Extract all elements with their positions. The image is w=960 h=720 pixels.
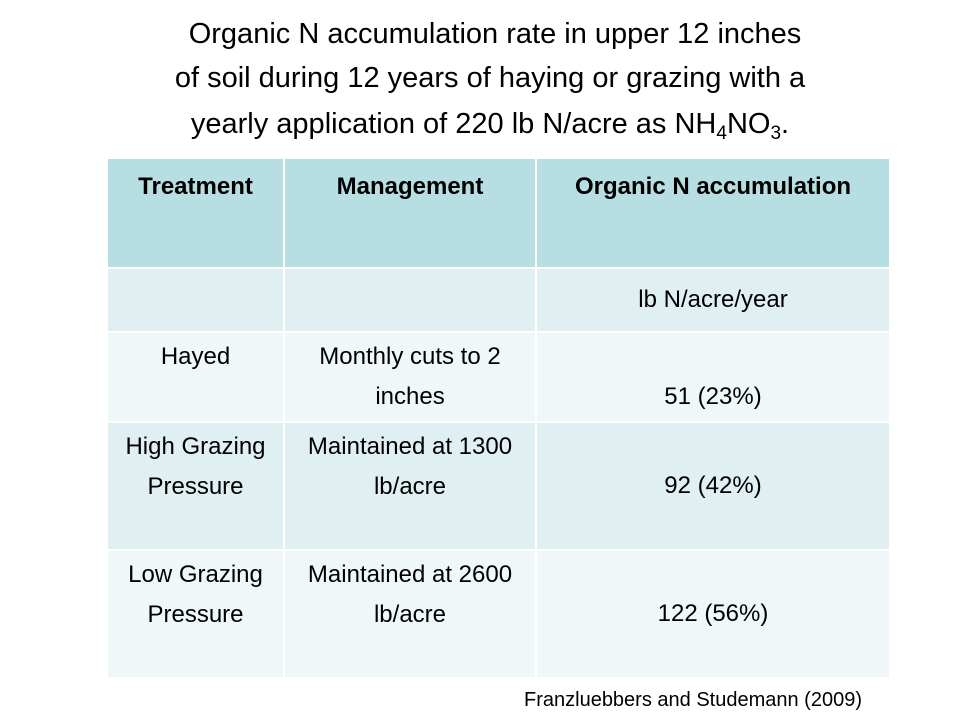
accumulation-cell: 92 (42%) — [536, 422, 891, 551]
header-organic-n: Organic N accumulation — [536, 159, 891, 269]
table-header-row: Treatment Management Organic N accumulat… — [108, 159, 891, 269]
table-row: Low Grazing Pressure Maintained at 2600 … — [108, 550, 891, 679]
header-treatment: Treatment — [108, 159, 285, 269]
units-cell-3: lb N/acre/year — [536, 268, 891, 333]
data-table: Treatment Management Organic N accumulat… — [108, 159, 891, 679]
units-cell-2 — [284, 268, 537, 333]
management-cell: Maintained at 2600 lb/acre — [284, 550, 537, 679]
title-line-1: Organic N accumulation rate in upper 12 … — [188, 18, 802, 50]
title-line-3: yearly application of 220 lb N/acre as N… — [190, 108, 790, 144]
management-cell: Monthly cuts to 2 inches — [284, 332, 537, 423]
accumulation-cell: 51 (23%) — [536, 332, 891, 423]
title-line-2: of soil during 12 years of haying or gra… — [174, 62, 806, 94]
treatment-cell: High Grazing Pressure — [108, 422, 285, 551]
slide-title: Organic N accumulation rate in upper 12 … — [0, 12, 960, 146]
table-row: Hayed Monthly cuts to 2 inches 51 (23%) — [108, 332, 891, 423]
units-cell-1 — [108, 268, 285, 333]
management-cell: Maintained at 1300 lb/acre — [284, 422, 537, 551]
citation: Franzluebbers and Studemann (2009) — [524, 689, 862, 711]
table-row: High Grazing Pressure Maintained at 1300… — [108, 422, 891, 551]
accumulation-cell: 122 (56%) — [536, 550, 891, 679]
treatment-cell: Low Grazing Pressure — [108, 550, 285, 679]
treatment-cell: Hayed — [108, 332, 285, 423]
header-management: Management — [284, 159, 537, 269]
units-row: lb N/acre/year — [108, 268, 891, 333]
